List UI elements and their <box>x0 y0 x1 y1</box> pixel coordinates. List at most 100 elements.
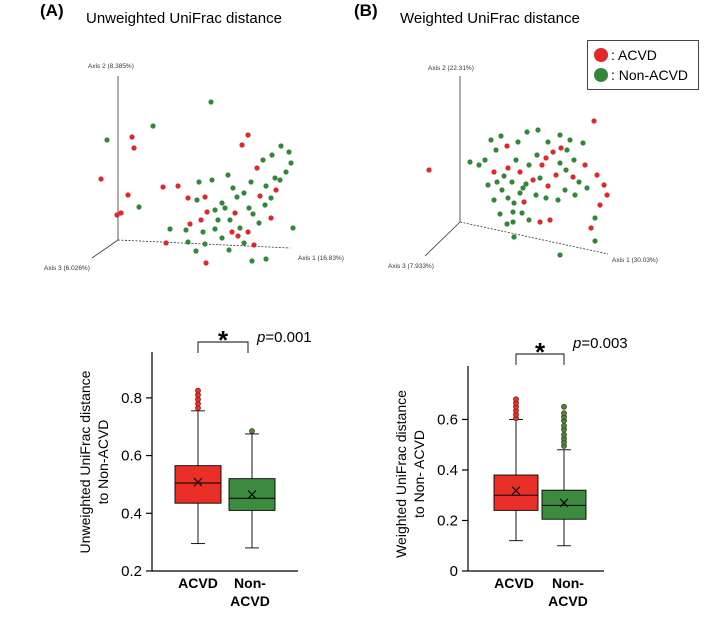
pcoa-a-point-nonacvd <box>246 205 252 211</box>
pcoa-b-point-nonacvd <box>534 152 540 158</box>
pcoa-b-point-acvd <box>547 217 553 223</box>
pcoa-a-points <box>98 99 296 266</box>
pcoa-b-point-nonacvd <box>494 179 500 185</box>
pcoa-b-point-acvd <box>591 118 597 124</box>
pcoa-a-point-nonacvd <box>237 225 243 231</box>
pcoa-a-point-nonacvd <box>226 247 232 253</box>
pcoa-a-point-acvd <box>118 210 124 216</box>
pcoa-b-point-nonacvd <box>491 197 497 203</box>
legend-item-acvd: : ACVD <box>594 46 657 64</box>
pcoa-a-point-nonacvd <box>227 217 233 223</box>
pcoa-b-point-acvd <box>570 174 576 180</box>
pcoa-b-point-nonacvd <box>497 211 503 217</box>
boxplot-unweighted-xlabel-acvd: ACVD <box>178 575 218 591</box>
boxplot-weighted-nonacvd-outlier <box>561 431 567 438</box>
pcoa-a-point-nonacvd <box>263 256 269 262</box>
pcoa-b-axis2-label: Axis 2 (22.31%) <box>428 65 474 72</box>
boxplot-weighted-ylabel-line1: Weighted UniFrac distance <box>393 390 409 558</box>
boxplot-unweighted-acvd-box <box>174 465 222 504</box>
boxplot-weighted-nonacvd-outlier <box>561 422 567 429</box>
pcoa-a-point-nonacvd <box>225 172 231 178</box>
pcoa-b-point-nonacvd <box>504 221 510 227</box>
boxplot-weighted-ylabel-line2: to Non- ACVD <box>411 430 427 518</box>
pcoa-b-point-acvd <box>550 149 556 155</box>
legend-item-nonacvd: : Non-ACVD <box>594 66 688 84</box>
pcoa-a-point-acvd <box>129 134 135 140</box>
pcoa-a-point-acvd <box>125 192 131 198</box>
boxplot-unweighted-ytick-label: 0.2 <box>121 563 142 580</box>
pcoa-a-point-nonacvd <box>136 204 142 210</box>
pcoa-a-axis1-label: Axis 1 (16.83%) <box>298 255 344 262</box>
pcoa-a-point-acvd <box>245 132 251 138</box>
boxplot-weighted: Weighted UniFrac distance to Non- ACVD 0… <box>393 335 628 609</box>
pcoa-b-point-acvd <box>582 162 588 168</box>
pcoa-a-point-acvd <box>254 165 260 171</box>
pcoa-a-point-acvd <box>235 233 241 239</box>
pcoa-a-point-nonacvd <box>248 179 254 185</box>
pcoa-a-point-acvd <box>160 184 166 190</box>
pcoa-b-axis1-line <box>459 221 609 255</box>
pcoa-b-point-acvd <box>505 165 511 171</box>
pcoa-b-point-acvd <box>588 225 594 231</box>
pcoa-a-point-nonacvd <box>193 248 199 254</box>
pcoa-a-point-acvd <box>202 194 208 200</box>
pcoa-b-point-nonacvd <box>563 167 569 173</box>
pcoa-b-point-nonacvd <box>485 182 491 188</box>
pcoa-a-point-nonacvd <box>208 99 214 105</box>
pcoa-a-axis1-line <box>117 239 291 249</box>
pcoa-b-point-acvd <box>597 202 603 208</box>
pcoa-b-point-acvd <box>491 169 497 175</box>
pcoa-a-point-nonacvd <box>212 226 218 232</box>
pcoa-a-point-nonacvd <box>183 227 189 233</box>
pcoa-b-point-nonacvd <box>511 234 517 240</box>
pcoa-a-point-nonacvd <box>262 202 268 208</box>
pcoa-a-point-nonacvd <box>268 195 274 201</box>
pcoa-b-point-nonacvd <box>584 185 590 191</box>
pcoa-b-point-nonacvd <box>592 238 598 244</box>
pcoa-b-axes: Axis 2 (22.31%) Axis 1 (30.03%) Axis 3 (… <box>388 65 658 270</box>
boxplot-weighted-nonacvd-outlier <box>561 403 567 410</box>
pcoa-a-point-acvd <box>239 142 245 148</box>
pcoa-a-point-nonacvd <box>234 194 240 200</box>
pcoa-b-point-nonacvd <box>499 187 505 193</box>
pcoa-b-point-acvd <box>504 143 510 149</box>
panel-b-label: (B) <box>354 1 378 20</box>
pcoa-b-axis3-label: Axis 3 (7.933%) <box>388 263 434 270</box>
pcoa-b-point-acvd <box>601 182 607 188</box>
boxplot-weighted-nonacvd-box <box>541 489 587 520</box>
pcoa-a-point-acvd <box>203 260 209 266</box>
pcoa-b-point-nonacvd <box>488 137 494 143</box>
boxplot-unweighted-ytick-label: 0.6 <box>121 448 142 465</box>
pcoa-b-point-nonacvd <box>526 217 532 223</box>
pcoa-a-point-nonacvd <box>278 143 284 149</box>
boxplot-unweighted-ylabel-line2: to Non-ACVD <box>95 420 111 505</box>
boxplot-unweighted-acvd-mean-marker <box>193 477 203 487</box>
boxplot-weighted-nonacvd-mean-marker <box>559 498 569 508</box>
pcoa-a-point-nonacvd <box>277 177 283 183</box>
pcoa-a-point-nonacvd <box>202 241 208 247</box>
pcoa-a-point-nonacvd <box>150 123 156 129</box>
pcoa-b-point-nonacvd <box>557 132 563 138</box>
pcoa-a-point-nonacvd <box>196 179 202 185</box>
pcoa-b-point-nonacvd <box>526 162 532 168</box>
pcoa-b-point-nonacvd <box>467 159 473 165</box>
pcoa-b-point-nonacvd <box>501 173 507 179</box>
boxplot-weighted-ytick-label: 0.2 <box>437 512 458 529</box>
pcoa-b-point-nonacvd <box>511 200 517 206</box>
pcoa-a-axis3-label: Axis 3 (6.026%) <box>44 265 90 272</box>
pcoa-b-point-nonacvd <box>571 157 577 163</box>
pcoa-a-point-acvd <box>185 195 191 201</box>
pcoa-b-point-nonacvd <box>572 192 578 198</box>
pcoa-a-point-nonacvd <box>209 177 215 183</box>
pcoa-a-point-nonacvd <box>215 217 221 223</box>
pcoa-a-axis3-line <box>91 239 119 259</box>
pcoa-b-point-acvd <box>553 172 559 178</box>
pcoa-b-point-nonacvd <box>510 209 516 215</box>
pcoa-a-point-acvd <box>98 176 104 182</box>
pcoa-a-point-nonacvd <box>288 160 294 166</box>
pcoa-a-point-nonacvd <box>272 175 278 181</box>
boxplot-weighted-ytick-label: 0.4 <box>437 462 458 479</box>
pcoa-a-point-acvd <box>251 242 257 248</box>
pcoa-a-point-acvd <box>187 221 193 227</box>
